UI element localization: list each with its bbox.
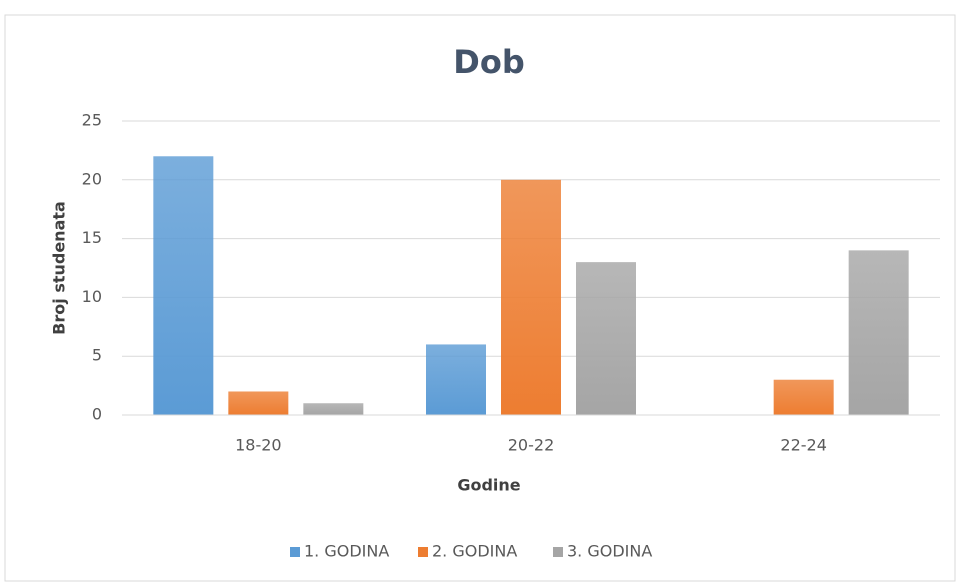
chart-title: Dob (453, 43, 524, 81)
bar (153, 156, 214, 415)
legend-label: 1. GODINA (304, 542, 389, 561)
chart-border (4, 14, 956, 582)
y-axis-label: Broj studenata (50, 201, 69, 335)
bar (848, 250, 909, 415)
bar (303, 403, 364, 415)
legend-swatch (418, 547, 428, 557)
x-tick-label: 20-22 (508, 436, 555, 455)
y-tick-label: 5 (92, 346, 102, 365)
legend-label: 2. GODINA (432, 542, 517, 561)
bar (228, 391, 289, 415)
y-tick-label: 20 (82, 169, 102, 188)
bar (773, 379, 834, 415)
legend-label: 3. GODINA (567, 542, 652, 561)
y-tick-label: 0 (92, 405, 102, 424)
x-axis-label: Godine (457, 476, 520, 495)
y-tick-label: 10 (82, 287, 102, 306)
x-tick-label: 22-24 (780, 436, 827, 455)
bar (576, 262, 636, 415)
y-tick-label: 25 (82, 111, 102, 130)
legend-swatch (553, 547, 563, 557)
legend-swatch (290, 547, 300, 557)
y-tick-label: 15 (82, 228, 102, 247)
x-tick-label: 18-20 (235, 436, 282, 455)
bar (501, 179, 561, 415)
bar (426, 344, 486, 415)
